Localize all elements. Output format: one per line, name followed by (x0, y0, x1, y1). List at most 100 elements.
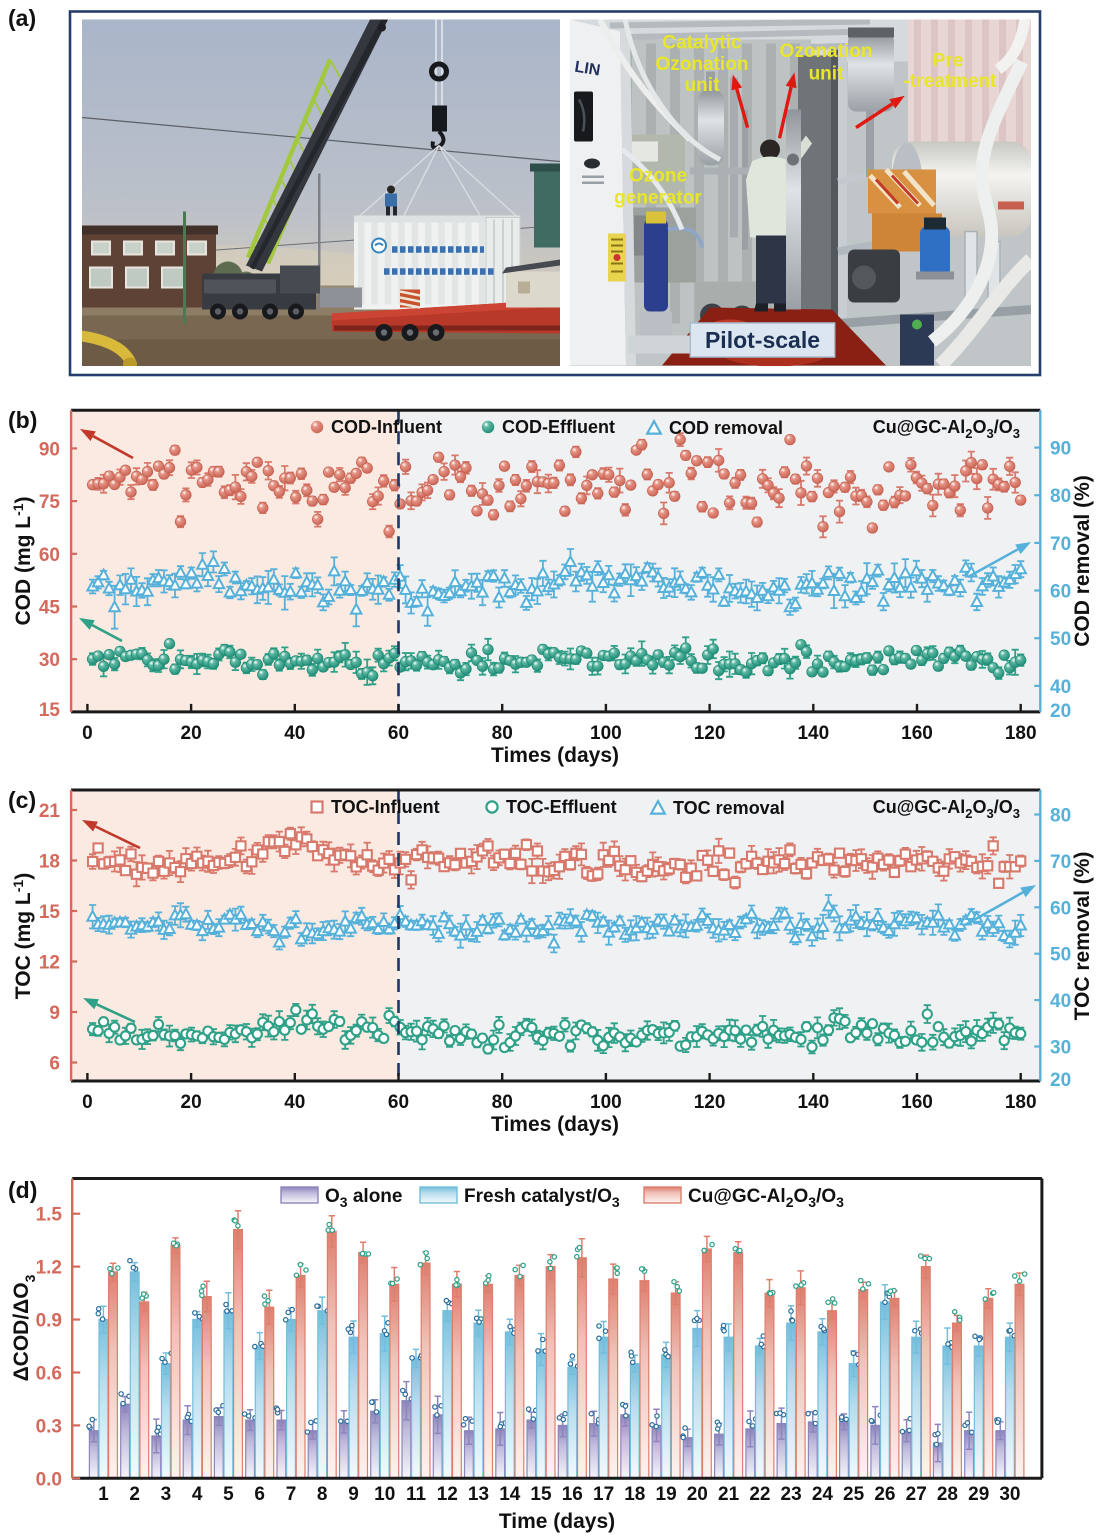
svg-text:15: 15 (39, 902, 61, 923)
svg-text:28: 28 (937, 1484, 958, 1505)
svg-text:160: 160 (901, 723, 933, 744)
svg-text:5: 5 (223, 1484, 234, 1505)
svg-text:50: 50 (1050, 629, 1071, 650)
svg-text:TOC-Influent: TOC-Influent (331, 797, 440, 817)
svg-text:0: 0 (82, 723, 93, 744)
svg-text:1.5: 1.5 (36, 1205, 63, 1226)
svg-text:20: 20 (1050, 1070, 1071, 1091)
svg-text:(a): (a) (8, 5, 36, 31)
svg-text:60: 60 (39, 545, 60, 566)
svg-text:15: 15 (530, 1484, 552, 1505)
svg-text:6: 6 (49, 1054, 60, 1075)
svg-text:Time (days): Time (days) (499, 1510, 615, 1533)
svg-text:100: 100 (590, 1092, 622, 1113)
svg-text:22: 22 (749, 1484, 770, 1505)
svg-text:O3 alone: O3 alone (325, 1186, 402, 1210)
svg-text:COD (mg L-1): COD (mg L-1) (10, 496, 35, 625)
svg-text:80: 80 (492, 723, 513, 744)
svg-text:140: 140 (797, 1092, 829, 1113)
svg-text:40: 40 (284, 1092, 305, 1113)
svg-text:generator: generator (614, 188, 702, 209)
svg-text:COD-Influent: COD-Influent (331, 417, 442, 437)
svg-text:20: 20 (181, 1092, 202, 1113)
svg-text:0.6: 0.6 (36, 1364, 62, 1385)
svg-text:40: 40 (284, 723, 305, 744)
svg-text:18: 18 (624, 1484, 645, 1505)
svg-text:80: 80 (1050, 806, 1071, 827)
svg-text:21: 21 (718, 1484, 740, 1505)
svg-text:29: 29 (968, 1484, 989, 1505)
svg-text:18: 18 (39, 852, 60, 873)
svg-text:70: 70 (1050, 534, 1071, 555)
svg-text:60: 60 (388, 723, 409, 744)
svg-text:TOC (mg L-1): TOC (mg L-1) (10, 873, 35, 999)
svg-text:Ozone: Ozone (629, 166, 687, 187)
svg-text:100: 100 (590, 723, 622, 744)
svg-text:Ozonation: Ozonation (780, 41, 873, 62)
svg-text:40: 40 (1050, 677, 1071, 698)
svg-text:60: 60 (1050, 582, 1071, 603)
svg-text:11: 11 (406, 1484, 427, 1505)
svg-text:9: 9 (49, 1003, 60, 1024)
svg-text:26: 26 (874, 1484, 895, 1505)
svg-text:12: 12 (437, 1484, 458, 1505)
svg-text:15: 15 (39, 700, 61, 721)
svg-text:(b): (b) (8, 407, 37, 433)
svg-text:12: 12 (39, 953, 60, 974)
svg-text:Cu@GC-Al2​O3​/O3: Cu@GC-Al2​O3​/O3 (688, 1186, 844, 1210)
svg-text:13: 13 (468, 1484, 489, 1505)
svg-text:(c): (c) (8, 787, 36, 813)
svg-text:14: 14 (499, 1484, 521, 1505)
svg-text:unit: unit (809, 64, 844, 85)
svg-text:Times (days): Times (days) (491, 744, 619, 767)
svg-text:Catalytic: Catalytic (662, 33, 742, 54)
svg-text:10: 10 (374, 1484, 395, 1505)
svg-text:20: 20 (687, 1484, 708, 1505)
svg-text:45: 45 (39, 598, 61, 619)
svg-text:180: 180 (1005, 723, 1037, 744)
svg-text:60: 60 (388, 1092, 409, 1113)
svg-text:6: 6 (254, 1484, 265, 1505)
svg-text:1: 1 (98, 1484, 109, 1505)
svg-text:TOC-Effluent: TOC-Effluent (506, 797, 617, 817)
svg-text:80: 80 (492, 1092, 513, 1113)
svg-text:COD removal: COD removal (669, 418, 783, 438)
svg-text:3: 3 (161, 1484, 172, 1505)
svg-text:30: 30 (1050, 1038, 1071, 1059)
svg-text:30: 30 (999, 1484, 1020, 1505)
svg-text:40: 40 (1050, 991, 1071, 1012)
svg-text:16: 16 (562, 1484, 583, 1505)
svg-text:23: 23 (781, 1484, 802, 1505)
svg-text:0: 0 (82, 1092, 93, 1113)
svg-text:27: 27 (906, 1484, 927, 1505)
svg-text:19: 19 (656, 1484, 677, 1505)
svg-text:180: 180 (1005, 1092, 1037, 1113)
svg-text:80: 80 (1050, 486, 1071, 507)
svg-text:20: 20 (1050, 701, 1071, 722)
svg-text:8: 8 (317, 1484, 328, 1505)
svg-text:24: 24 (812, 1484, 834, 1505)
svg-text:COD removal (%): COD removal (%) (1071, 475, 1094, 647)
svg-text:-treatment: -treatment (904, 71, 998, 92)
svg-text:120: 120 (694, 1092, 726, 1113)
svg-text:unit: unit (685, 75, 720, 96)
svg-text:21: 21 (39, 801, 61, 822)
svg-text:Fresh catalyst/O3: Fresh catalyst/O3 (464, 1186, 620, 1210)
svg-text:COD-Effluent: COD-Effluent (502, 417, 615, 437)
svg-text:9: 9 (348, 1484, 359, 1505)
svg-text:17: 17 (593, 1484, 614, 1505)
svg-text:0.3: 0.3 (36, 1416, 62, 1437)
svg-text:75: 75 (39, 492, 61, 513)
svg-text:90: 90 (1050, 439, 1071, 460)
svg-text:140: 140 (797, 723, 829, 744)
svg-text:7: 7 (286, 1484, 297, 1505)
svg-text:30: 30 (39, 650, 60, 671)
svg-text:LIN: LIN (573, 59, 601, 80)
svg-text:90: 90 (39, 439, 60, 460)
svg-text:Pre: Pre (933, 51, 964, 72)
svg-text:160: 160 (901, 1092, 933, 1113)
svg-text:70: 70 (1050, 852, 1071, 873)
svg-text:ΔCOD/ΔO3: ΔCOD/ΔO3 (10, 1274, 38, 1381)
svg-text:4: 4 (192, 1484, 203, 1505)
svg-text:TOC removal: TOC removal (673, 798, 785, 818)
